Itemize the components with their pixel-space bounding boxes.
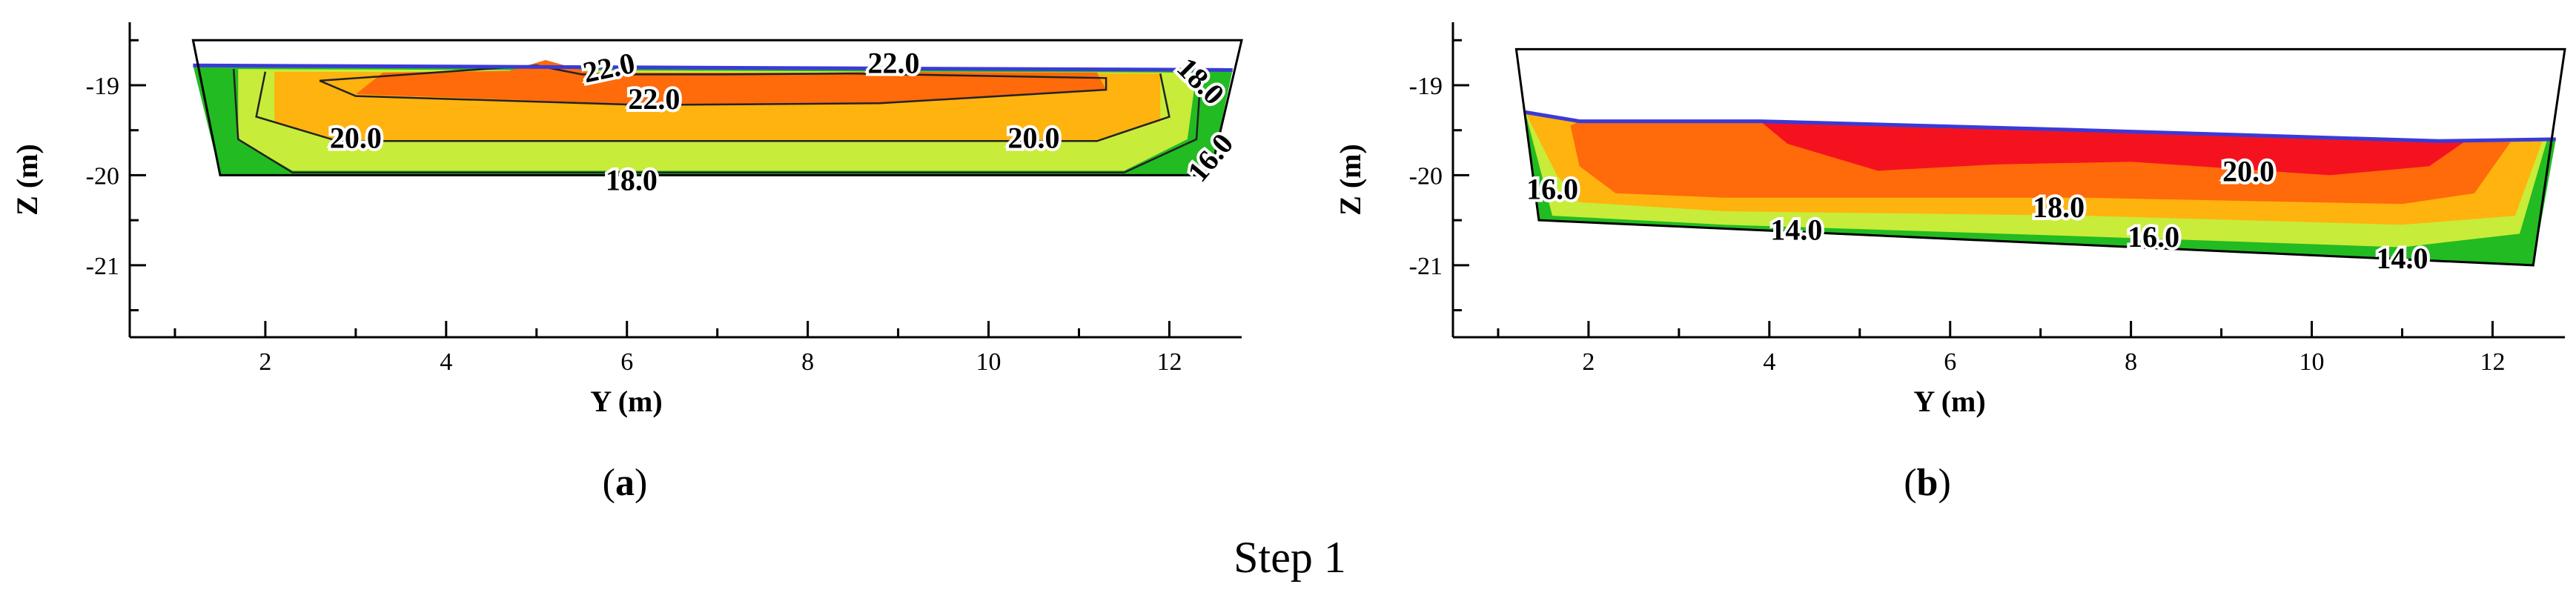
y-tick-label: -20 [86,162,119,190]
contour-line-18-0 [232,69,1202,174]
subplot-a: (a) 22.0 22.022.020.0 20.018.018.016.02 4 6 8… [10,22,1243,504]
y-axis-title: Z (m) [10,144,44,216]
x-tick-label: 10 [2299,348,2325,376]
y-tick-label: -21 [1409,253,1443,280]
x-tick-label: 12 [1156,348,1182,376]
subplot-b: (b) 20.0 18.0 16.0 16.0 14.0 14.0 2 4 6 8 10 12 -19 -… [1334,22,2566,504]
contour-label: 22.0 [628,82,680,116]
contour-label: 16.0 [1526,173,1578,206]
contour-label: 16.0 [2128,220,2179,253]
x-tick-label: 2 [1582,348,1595,376]
x-tick-label: 10 [976,348,1001,376]
x-tick-label: 6 [1944,348,1956,376]
subplot-b-caption: (b) [1904,462,1951,504]
x-tick-label: 4 [440,348,452,376]
x-tick-label: 2 [259,348,271,376]
contour-band-3 [355,60,1107,105]
domain-outline [1514,47,2566,267]
contour-label: 22.0 [580,46,638,90]
contour-band-4 [1760,121,2466,176]
contour-label: 22.0 [867,47,919,80]
x-tick-label: 8 [801,348,814,376]
contour-label: 18.0 [2033,190,2085,224]
contour-label: 14.0 [2376,242,2428,275]
figure-footer: Step 1 [1234,533,1346,582]
free-surface-line [193,63,1233,72]
contour-label: 20.0 [2222,154,2274,188]
y-tick-label: -21 [86,253,119,280]
x-tick-label: 6 [620,348,633,376]
contour-label: 20.0 [330,121,382,154]
contour-label: 18.0 [606,164,658,197]
contour-label: 20.0 [1008,121,1060,154]
domain-outline [191,39,1243,176]
x-axis-title: Y (m) [590,385,662,418]
y-tick-label: -20 [1409,162,1443,190]
subplot-a-caption: (a) [603,462,648,504]
y-tick-label: -19 [86,73,119,100]
x-axis-title: Y (m) [1913,385,1985,418]
contour-label: 14.0 [1770,213,1822,246]
y-tick-label: -19 [1409,73,1443,100]
y-axis-title: Z (m) [1334,144,1367,216]
free-surface-line [1525,110,2556,143]
x-tick-label: 12 [2480,348,2505,376]
x-tick-label: 8 [2125,348,2137,376]
contour-line-20-0 [255,71,1171,142]
x-tick-label: 4 [1763,348,1775,376]
